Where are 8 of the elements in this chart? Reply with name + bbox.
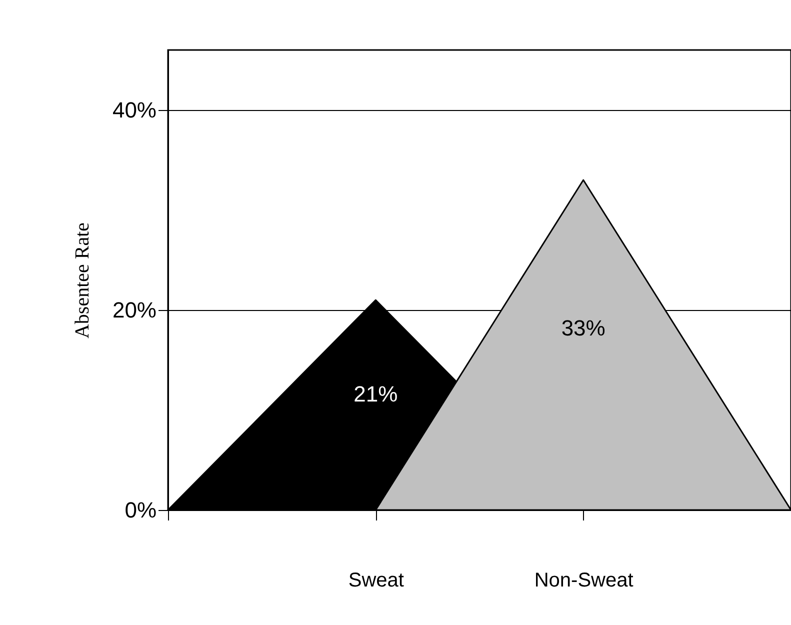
annotation: 21% (354, 382, 398, 406)
y-tick-label: 20% (112, 298, 156, 322)
y-axis-title: Absentee Rate (71, 222, 94, 339)
x-tick-label: Sweat (348, 570, 404, 592)
annotation: 33% (561, 316, 606, 340)
y-tick-label: 0% (124, 498, 156, 522)
x-tick-label: Non-Sweat (534, 570, 634, 592)
y-tick-label: 40% (112, 98, 156, 122)
